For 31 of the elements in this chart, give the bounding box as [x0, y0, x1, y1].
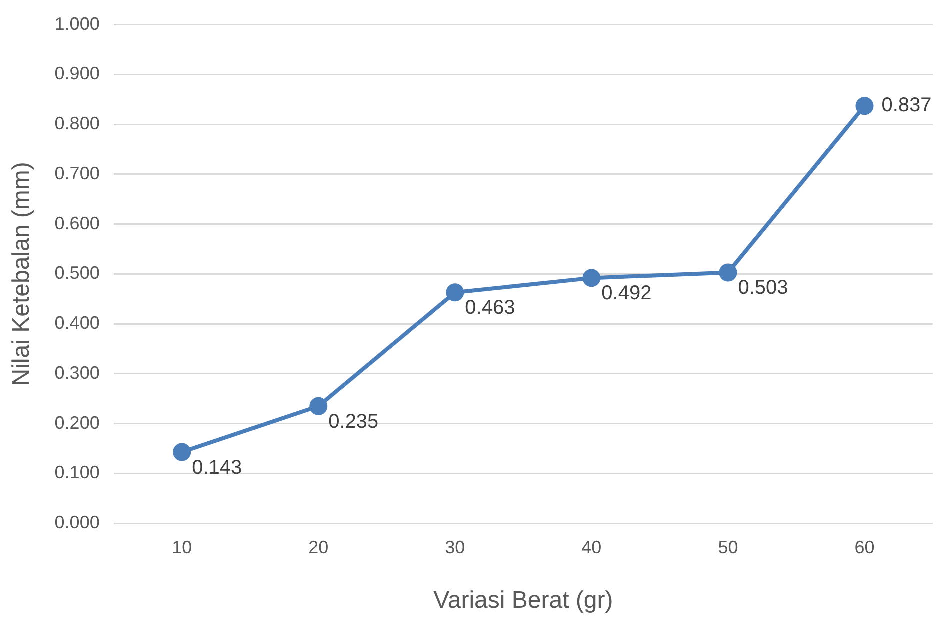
- data-label: 0.837: [882, 94, 932, 117]
- data-label: 0.492: [602, 282, 652, 305]
- data-label: 0.503: [738, 277, 788, 300]
- point: [446, 284, 464, 302]
- x-tick-label: 30: [445, 537, 466, 558]
- data-label: 0.143: [192, 456, 242, 479]
- y-tick-label: 1.000: [54, 14, 100, 34]
- x-tick-label: 10: [172, 537, 192, 558]
- data-label: 0.235: [328, 410, 379, 433]
- data-label: 0.463: [465, 297, 516, 320]
- y-tick-label: 0.800: [54, 114, 100, 134]
- y-axis-title: Nilai Ketebalan (mm): [8, 162, 36, 386]
- point: [310, 397, 328, 416]
- x-tick-label: 50: [718, 537, 738, 558]
- x-tick-label: 40: [582, 537, 602, 558]
- y-tick-label: 0.000: [54, 512, 100, 533]
- y-tick-label: 0.400: [54, 313, 100, 334]
- x-tick-label: 20: [308, 537, 329, 558]
- point: [582, 269, 601, 288]
- y-tick-label: 0.900: [54, 64, 100, 84]
- x-axis-title: Variasi Berat (gr): [434, 587, 614, 614]
- y-tick-label: 0.100: [54, 462, 100, 483]
- point: [173, 443, 192, 462]
- y-tick-label: 0.600: [54, 213, 100, 234]
- y-tick-label: 0.500: [54, 263, 100, 284]
- point: [856, 97, 874, 116]
- y-tick-label: 0.300: [54, 362, 100, 383]
- y-tick-label: 0.700: [54, 163, 100, 184]
- x-tick-label: 60: [854, 537, 875, 558]
- point: [719, 264, 738, 282]
- y-tick-label: 0.200: [54, 412, 100, 433]
